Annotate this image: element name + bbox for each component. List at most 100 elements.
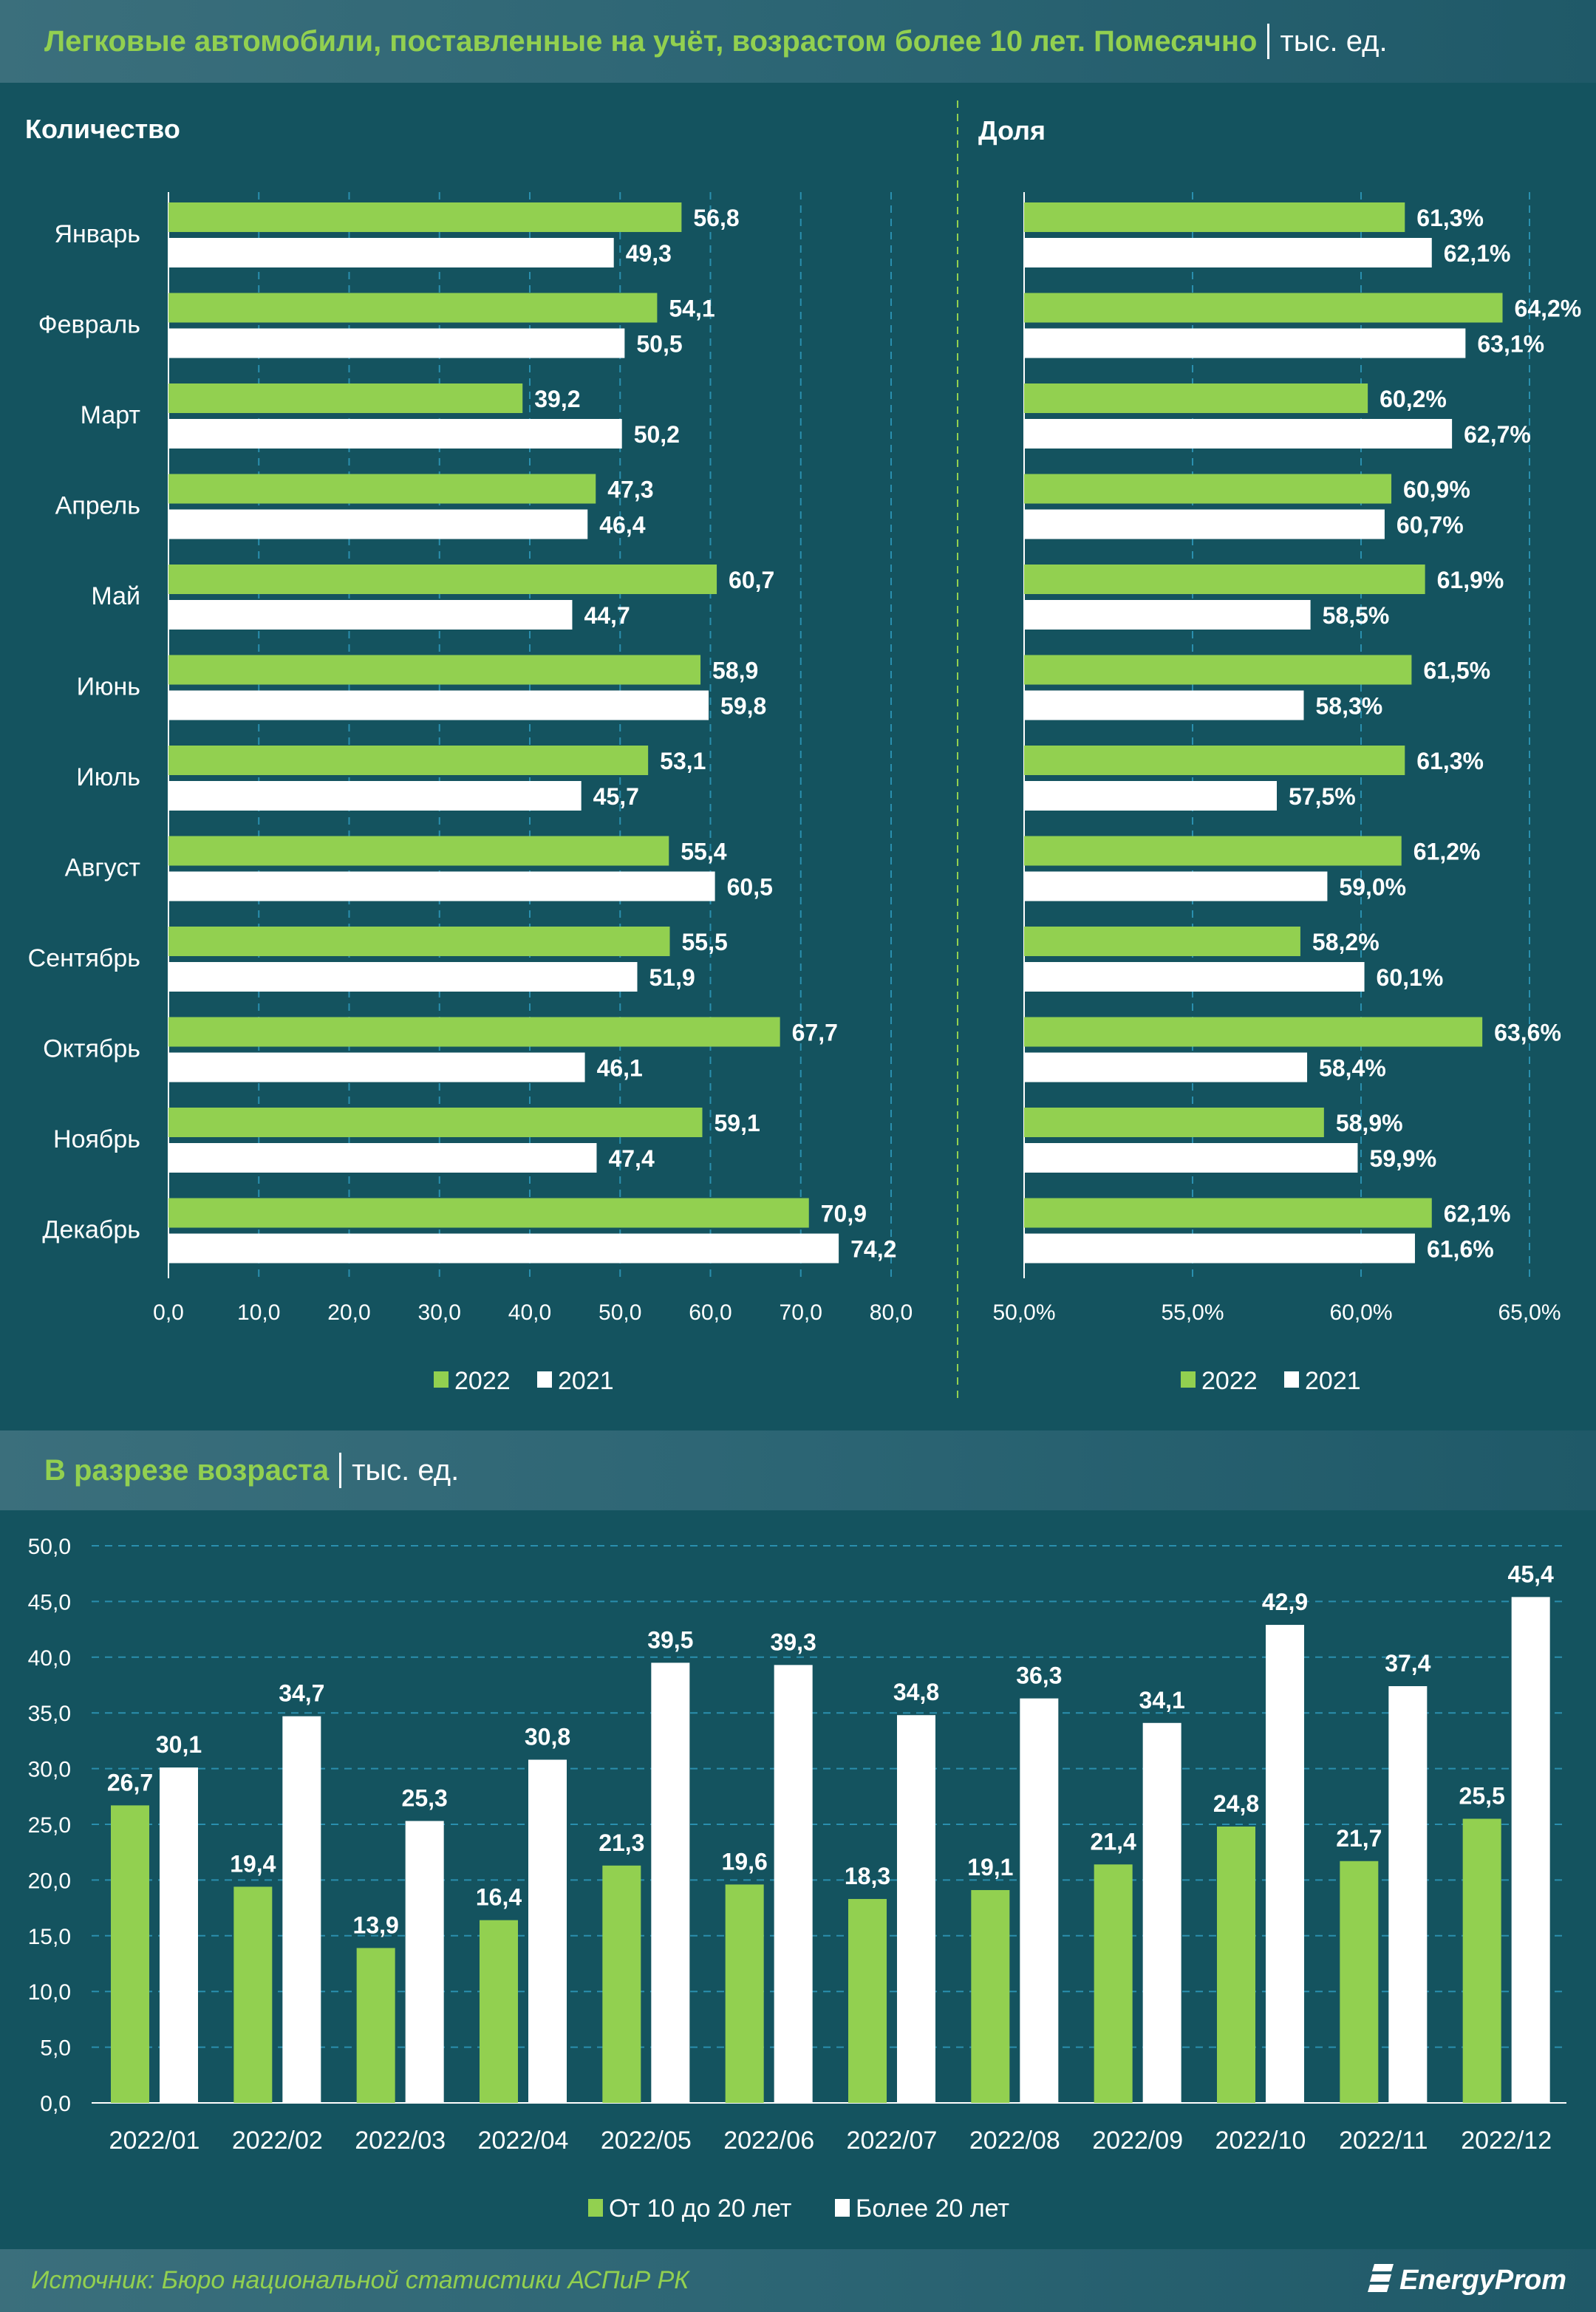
data-label: 60,7 [729, 567, 774, 593]
data-label: 44,7 [584, 602, 630, 629]
data-label: 74,2 [850, 1236, 896, 1263]
bar-10-20 [725, 1884, 764, 2103]
bar-2021 [168, 781, 582, 811]
bar-2022 [168, 655, 701, 685]
bar-10-20 [111, 1805, 149, 2103]
bar-over-20 [528, 1759, 567, 2103]
bar-2022 [168, 293, 658, 323]
x-category-label: 2022/04 [478, 2127, 569, 2155]
data-label: 58,9 [712, 658, 758, 684]
category-label: Март [81, 401, 140, 429]
x-tick-label: 70,0 [780, 1300, 822, 1325]
data-label: 19,6 [722, 1848, 768, 1875]
data-label: 60,2% [1380, 386, 1447, 412]
bar-over-20 [405, 1821, 444, 2103]
data-label: 59,1 [714, 1110, 760, 1136]
x-tick-label: 55,0% [1161, 1300, 1224, 1325]
bar-10-20 [1340, 1861, 1379, 2103]
x-category-label: 2022/09 [1092, 2127, 1183, 2155]
y-tick-label: 50,0 [28, 1535, 71, 1559]
data-label: 61,3% [1416, 748, 1484, 774]
bar-2022 [168, 1108, 703, 1137]
legend-swatch [835, 2199, 850, 2217]
data-label: 21,7 [1336, 1825, 1382, 1852]
category-label: Май [91, 582, 140, 610]
legend-label: 2021 [558, 1367, 614, 1395]
legend-swatch [1181, 1371, 1196, 1388]
category-label: Февраль [38, 311, 140, 339]
logo-icon [1368, 2263, 1394, 2292]
data-label: 30,8 [525, 1724, 570, 1750]
data-label: 55,5 [681, 929, 727, 955]
y-tick-label: 45,0 [28, 1590, 71, 1614]
y-tick-label: 30,0 [28, 1758, 71, 1782]
data-label: 61,3% [1416, 205, 1484, 231]
data-label: 57,5% [1289, 783, 1356, 810]
data-label: 58,2% [1312, 929, 1380, 955]
data-label: 61,5% [1423, 658, 1490, 684]
data-label: 67,7 [792, 1020, 838, 1046]
data-label: 21,3 [598, 1830, 644, 1856]
data-label: 34,7 [279, 1680, 324, 1707]
bar-2021 [1024, 600, 1311, 630]
category-label: Октябрь [43, 1035, 140, 1063]
x-category-label: 2022/06 [723, 2127, 814, 2155]
x-tick-label: 30,0 [418, 1300, 461, 1325]
bar-2021 [168, 509, 588, 539]
data-label: 53,1 [660, 748, 706, 774]
bar-2021 [168, 1233, 839, 1264]
data-label: 42,9 [1262, 1589, 1308, 1615]
data-label: 34,8 [893, 1679, 939, 1705]
bar-2022 [168, 202, 682, 232]
data-label: 63,1% [1477, 331, 1544, 358]
data-label: 63,6% [1494, 1020, 1561, 1046]
bar-2022 [1024, 746, 1405, 775]
legend-label: 2022 [454, 1367, 511, 1395]
category-label: Июнь [77, 673, 140, 701]
y-tick-label: 15,0 [28, 1925, 71, 1949]
x-category-label: 2022/10 [1215, 2127, 1306, 2155]
bar-2021 [168, 962, 638, 992]
data-label: 39,3 [771, 1629, 816, 1655]
data-label: 70,9 [821, 1201, 867, 1227]
bar-10-20 [848, 1899, 887, 2103]
data-label: 60,1% [1377, 964, 1444, 991]
energyprom-logo: EnergyProm [1365, 2262, 1566, 2299]
data-label: 62,7% [1464, 421, 1531, 448]
bar-over-20 [774, 1665, 813, 2103]
data-label: 19,1 [967, 1854, 1013, 1880]
bar-2022 [1024, 836, 1402, 866]
data-label: 45,7 [593, 783, 639, 810]
data-label: 34,1 [1139, 1687, 1185, 1713]
data-label: 19,4 [230, 1850, 276, 1877]
data-label: 51,9 [649, 964, 695, 991]
legend-swatch [537, 1371, 552, 1388]
data-label: 64,2% [1515, 296, 1582, 322]
data-label: 60,5 [727, 874, 773, 901]
x-category-label: 2022/11 [1339, 2127, 1428, 2155]
bar-2021 [168, 690, 709, 720]
data-label: 61,9% [1437, 567, 1504, 593]
legend-label: 2021 [1305, 1367, 1361, 1395]
panel-title-count: Количество [25, 114, 180, 144]
bar-2021 [168, 238, 614, 267]
data-label: 60,7% [1396, 512, 1464, 539]
bar-2021 [1024, 328, 1466, 358]
data-label: 49,3 [626, 240, 672, 267]
data-label: 39,5 [647, 1626, 693, 1653]
section-title: В разрезе возраста [44, 1453, 330, 1487]
data-label: 37,4 [1385, 1650, 1430, 1677]
data-label: 25,3 [402, 1784, 448, 1811]
bar-2022 [168, 383, 523, 413]
category-label: Сентябрь [28, 944, 140, 972]
data-label: 50,5 [636, 331, 682, 358]
y-tick-label: 25,0 [28, 1813, 71, 1838]
bar-2021 [1024, 781, 1277, 811]
bar-10-20 [1217, 1827, 1255, 2103]
y-tick-label: 0,0 [40, 2092, 71, 2116]
logo-text: EnergyProm [1399, 2265, 1566, 2296]
category-label: Июль [76, 763, 140, 791]
data-label: 62,1% [1444, 240, 1511, 267]
bar-over-20 [160, 1767, 198, 2103]
bar-2022 [168, 927, 670, 956]
